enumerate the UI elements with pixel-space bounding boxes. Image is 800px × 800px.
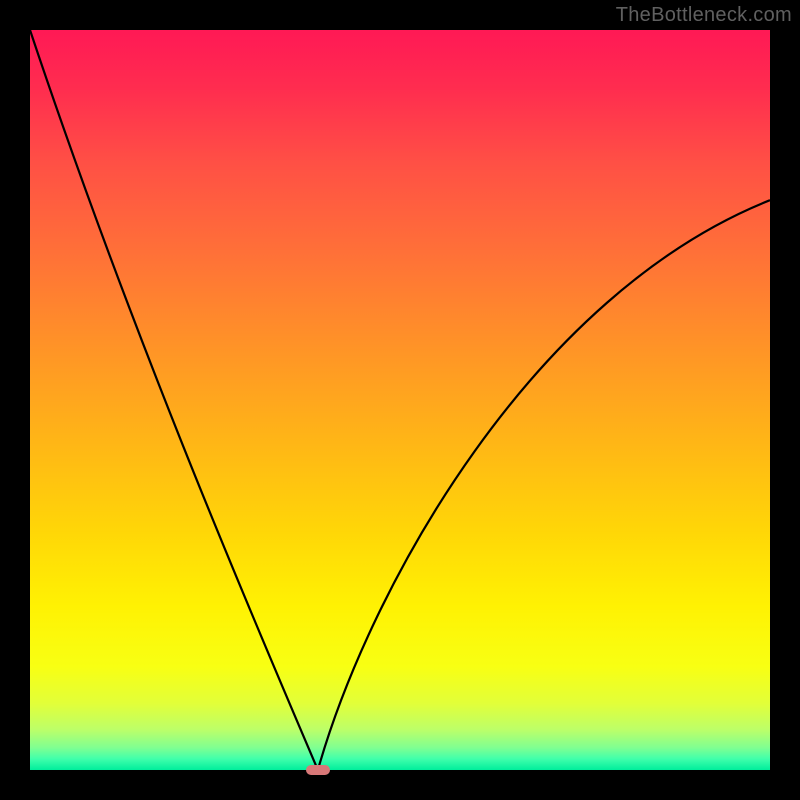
plot-area bbox=[30, 30, 770, 770]
bottleneck-curve bbox=[30, 30, 770, 770]
watermark-text: TheBottleneck.com bbox=[616, 4, 792, 27]
minimum-marker bbox=[306, 765, 330, 775]
